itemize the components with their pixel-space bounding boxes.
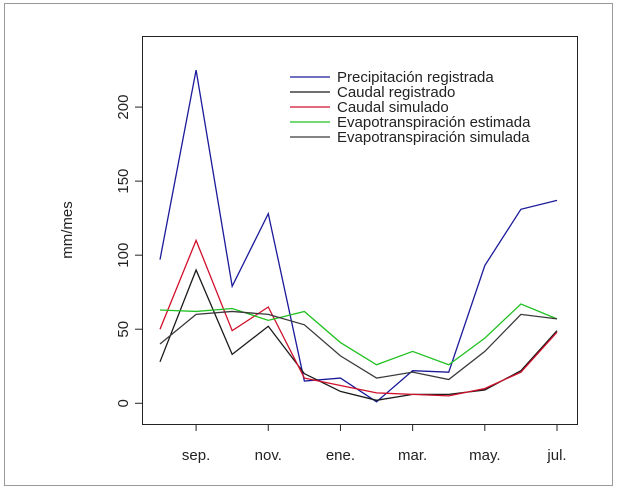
series-line: [159, 303, 558, 366]
legend-label: Evapotranspiración estimada: [337, 114, 531, 131]
x-tick-label: jul.: [546, 447, 566, 464]
frame: [4, 3, 613, 486]
x-tick-label: may.: [469, 447, 500, 464]
series-line: [159, 268, 558, 401]
legend-label: Caudal registrado: [337, 84, 455, 101]
y-axis-label: mm/mes: [59, 201, 76, 259]
plot-box: [142, 36, 578, 425]
x-tick-label: ene.: [326, 447, 355, 464]
x-tick-label: mar.: [398, 447, 427, 464]
y-tick-label: 150: [115, 169, 132, 194]
x-tick-label: sep.: [182, 447, 210, 464]
y-tick-label: 0: [115, 399, 132, 407]
series-line: [159, 69, 558, 403]
legend-label: Evapotranspiración simulada: [337, 129, 530, 146]
y-tick-label: 50: [115, 321, 132, 338]
x-tick-label: nov.: [255, 447, 282, 464]
legend-label: Caudal simulado: [337, 99, 449, 116]
y-tick-label: 100: [115, 243, 132, 268]
series-line: [159, 310, 558, 381]
y-tick-label: 200: [115, 95, 132, 120]
series-line: [159, 238, 558, 397]
legend-label: Precipitación registrada: [337, 69, 494, 86]
